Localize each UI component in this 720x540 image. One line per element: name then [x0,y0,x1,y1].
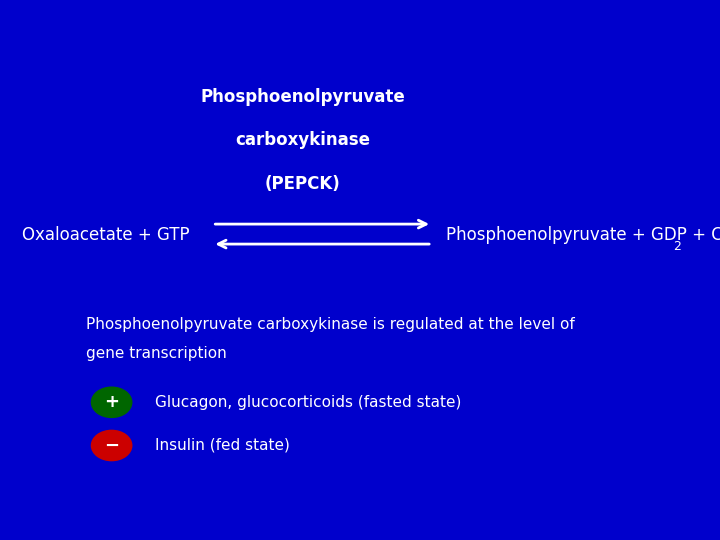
Text: Oxaloacetate + GTP: Oxaloacetate + GTP [22,226,189,244]
Text: Phosphoenolpyruvate: Phosphoenolpyruvate [200,88,405,106]
Text: gene transcription: gene transcription [86,346,227,361]
Text: Glucagon, glucocorticoids (fasted state): Glucagon, glucocorticoids (fasted state) [155,395,462,410]
Circle shape [91,430,132,461]
Text: Phosphoenolpyruvate carboxykinase is regulated at the level of: Phosphoenolpyruvate carboxykinase is reg… [86,316,575,332]
Text: carboxykinase: carboxykinase [235,131,370,150]
Text: +: + [104,393,119,411]
Text: −: − [104,436,120,455]
Text: 2: 2 [673,240,681,253]
Circle shape [91,387,132,417]
Text: Insulin (fed state): Insulin (fed state) [155,438,289,453]
Text: Phosphoenolpyruvate + GDP + CO: Phosphoenolpyruvate + GDP + CO [446,226,720,244]
Text: (PEPCK): (PEPCK) [264,174,341,193]
